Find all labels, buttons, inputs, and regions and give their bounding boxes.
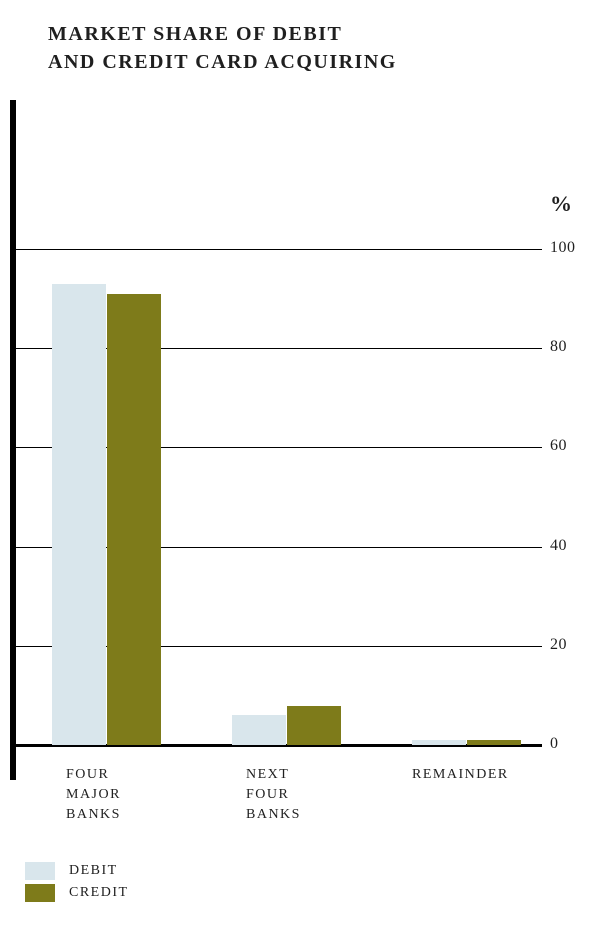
y-tick-label: 100: [550, 239, 576, 257]
y-tick-label: 80: [550, 338, 567, 356]
bar-credit: [287, 706, 341, 746]
chart-title-line2: AND CREDIT CARD ACQUIRING: [48, 48, 397, 76]
legend-item: CREDIT: [25, 884, 129, 902]
label-line: BANKS: [66, 805, 121, 825]
legend-item: DEBIT: [25, 862, 129, 880]
legend: DEBIT CREDIT: [25, 862, 129, 906]
legend-swatch: [25, 884, 55, 902]
chart-area: 020406080100%FOURMAJORBANKSNEXTFOURBANKS…: [10, 100, 550, 780]
y-tick-label: 0: [550, 735, 559, 753]
plot-region: 020406080100%FOURMAJORBANKSNEXTFOURBANKS…: [16, 100, 542, 780]
label-line: FOUR: [246, 785, 301, 805]
bar-debit: [232, 715, 286, 745]
bar-debit: [52, 284, 106, 746]
legend-swatch: [25, 862, 55, 880]
x-category-label: NEXTFOURBANKS: [246, 765, 301, 825]
chart-title-line1: MARKET SHARE OF DEBIT: [48, 20, 397, 48]
label-line: BANKS: [246, 805, 301, 825]
label-line: REMAINDER: [412, 765, 509, 785]
y-tick-label: 40: [550, 537, 567, 555]
x-category-label: FOURMAJORBANKS: [66, 765, 121, 825]
y-tick-label: 20: [550, 636, 567, 654]
x-category-label: REMAINDER: [412, 765, 509, 785]
label-line: NEXT: [246, 765, 301, 785]
y-axis-title: %: [550, 191, 572, 217]
bar-debit: [412, 740, 466, 745]
chart-title: MARKET SHARE OF DEBIT AND CREDIT CARD AC…: [48, 20, 397, 76]
legend-label: CREDIT: [69, 885, 129, 901]
y-tick-label: 60: [550, 437, 567, 455]
legend-label: DEBIT: [69, 863, 118, 879]
bar-credit: [107, 294, 161, 746]
gridline: [16, 249, 542, 250]
label-line: MAJOR: [66, 785, 121, 805]
label-line: FOUR: [66, 765, 121, 785]
bar-credit: [467, 740, 521, 745]
